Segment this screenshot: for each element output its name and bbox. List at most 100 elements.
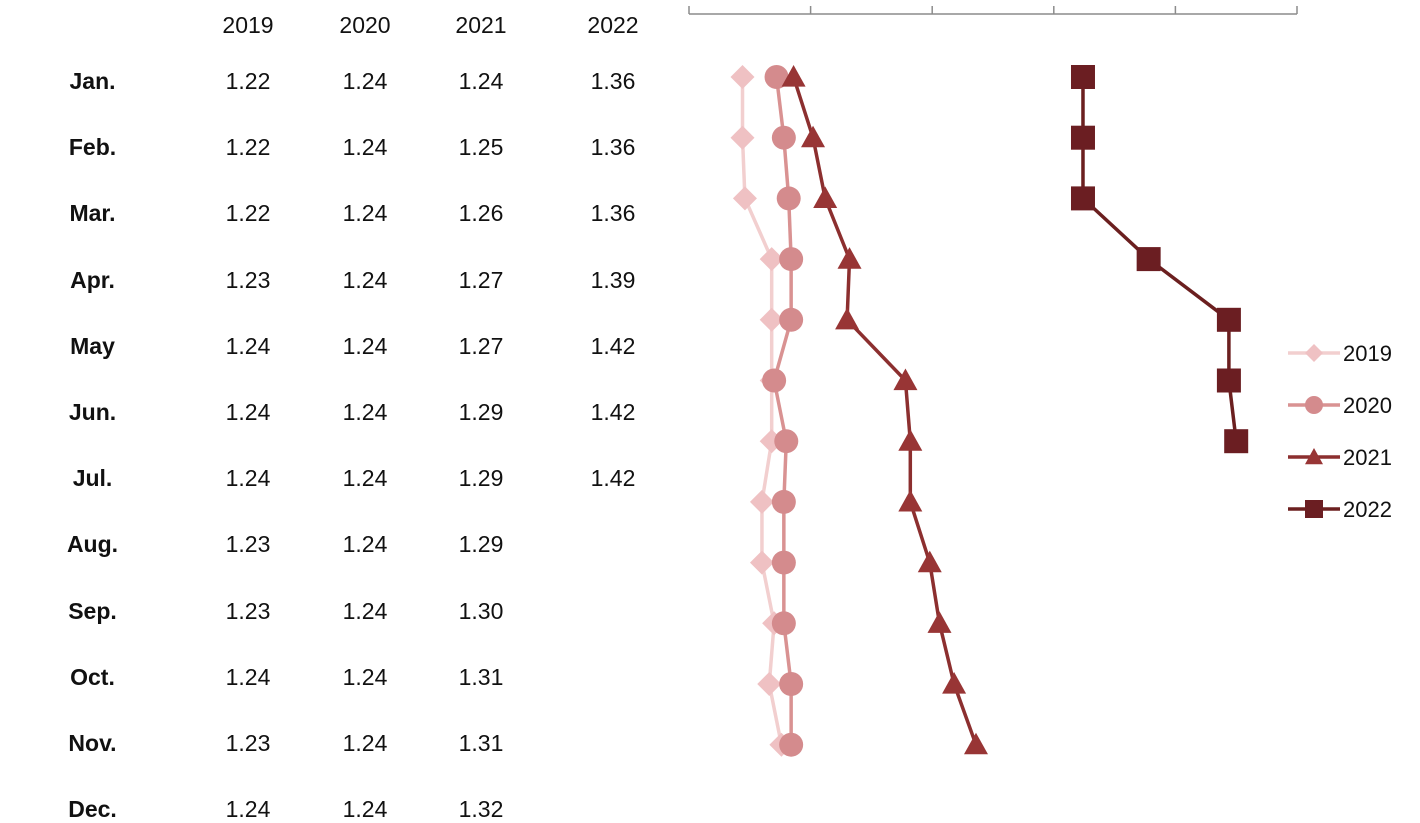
series-2019 xyxy=(730,65,794,757)
data-point xyxy=(898,429,923,451)
data-point xyxy=(813,186,838,208)
data-point xyxy=(762,368,787,393)
data-table: 2019 2020 2021 2022 Jan. 1.22 1.24 1.24 1.36 Feb.… xyxy=(0,0,680,822)
data-point xyxy=(730,125,755,150)
series-line xyxy=(772,76,793,745)
table-cell: 1.36 xyxy=(590,68,636,94)
x-axis xyxy=(688,6,1298,15)
table-cell: 1.36 xyxy=(590,134,636,161)
data-point xyxy=(942,672,967,694)
table-cell: 1.24 xyxy=(225,465,271,492)
month-label: Nov. xyxy=(68,730,117,756)
series-line xyxy=(740,77,784,746)
data-point xyxy=(927,611,952,633)
table-cell: 1.24 xyxy=(225,332,271,359)
table-cell: 1.23 xyxy=(225,597,271,624)
data-point xyxy=(779,307,804,332)
table-cell: 1.42 xyxy=(590,332,636,359)
month-label: Oct. xyxy=(70,663,115,690)
table-cell: 1.26 xyxy=(458,200,504,227)
data-point xyxy=(749,489,774,514)
month-label: Jul. xyxy=(72,465,113,492)
data-point xyxy=(1305,344,1323,362)
table-cell: 1.42 xyxy=(590,465,636,492)
data-point xyxy=(917,550,942,573)
data-point xyxy=(771,489,796,514)
data-point xyxy=(801,125,826,148)
table-cell: 1.24 xyxy=(342,531,388,558)
data-point xyxy=(771,611,796,636)
table-cell: 1.23 xyxy=(225,531,271,558)
table-cell: 1.24 xyxy=(225,796,271,823)
data-point xyxy=(730,65,755,89)
data-point xyxy=(1216,368,1241,393)
data-point xyxy=(732,186,757,211)
table-cell: 1.24 xyxy=(342,332,388,359)
legend-label: 2022 xyxy=(1343,497,1392,522)
month-label: Jan. xyxy=(69,68,116,94)
series-2021 xyxy=(781,65,988,755)
year-header: 2020 xyxy=(339,12,391,38)
table-cell: 1.36 xyxy=(590,200,636,227)
table-cell: 1.27 xyxy=(458,266,504,293)
data-point xyxy=(757,672,782,696)
table-cell: 1.24 xyxy=(342,730,388,756)
data-point xyxy=(1070,186,1095,211)
data-point xyxy=(779,247,804,272)
table-cell: 1.22 xyxy=(225,134,271,161)
table-cell: 1.23 xyxy=(225,730,271,756)
year-header: 2021 xyxy=(455,12,507,38)
table-cell: 1.24 xyxy=(342,663,388,690)
series-2020 xyxy=(762,65,804,757)
legend-label: 2020 xyxy=(1343,393,1392,418)
data-point xyxy=(1070,125,1095,150)
legend-item: 2022 xyxy=(1288,497,1392,522)
table-cell: 1.24 xyxy=(342,465,388,492)
table-cell: 1.22 xyxy=(225,68,271,94)
data-point xyxy=(781,65,806,87)
data-point xyxy=(779,672,804,696)
table-cell: 1.31 xyxy=(458,730,504,756)
table-cell: 1.24 xyxy=(225,663,271,690)
data-point xyxy=(759,247,784,272)
data-point xyxy=(1224,429,1249,454)
data-point xyxy=(774,429,799,454)
table-cell: 1.24 xyxy=(458,68,504,94)
table-cell: 1.31 xyxy=(458,663,504,690)
data-point xyxy=(1216,307,1241,332)
table-cell: 1.42 xyxy=(590,399,636,425)
table-cell: 1.24 xyxy=(342,200,388,227)
table-cell: 1.32 xyxy=(458,796,504,823)
data-point xyxy=(1070,65,1095,89)
data-point xyxy=(779,732,804,757)
table-cell: 1.24 xyxy=(342,796,388,823)
data-point xyxy=(749,550,774,575)
data-point xyxy=(771,125,796,150)
table-cell: 1.23 xyxy=(225,266,271,293)
month-label: Sep. xyxy=(68,597,117,624)
table-cell: 1.30 xyxy=(458,597,504,624)
data-point xyxy=(1305,396,1323,414)
table-cell: 1.22 xyxy=(225,200,271,227)
table-cell: 1.24 xyxy=(225,399,271,425)
legend-label: 2019 xyxy=(1343,341,1392,366)
data-point xyxy=(963,732,988,755)
legend-item: 2019 xyxy=(1288,341,1392,366)
table-cell: 1.24 xyxy=(342,399,388,425)
table-cell: 1.24 xyxy=(342,597,388,624)
series-line xyxy=(791,76,978,746)
data-point xyxy=(893,368,918,391)
data-point xyxy=(1305,448,1323,465)
table-cell: 1.39 xyxy=(590,266,636,293)
data-point xyxy=(771,550,796,575)
data-point xyxy=(1305,500,1323,518)
table-cell: 1.24 xyxy=(342,266,388,293)
month-label: Aug. xyxy=(66,531,119,558)
legend: 2019 2020 2021 2022 xyxy=(1288,341,1392,522)
data-point xyxy=(837,247,862,269)
table-cell: 1.27 xyxy=(458,332,504,359)
legend-item: 2021 xyxy=(1288,445,1392,470)
month-label: May xyxy=(70,332,115,359)
data-point xyxy=(759,307,784,332)
